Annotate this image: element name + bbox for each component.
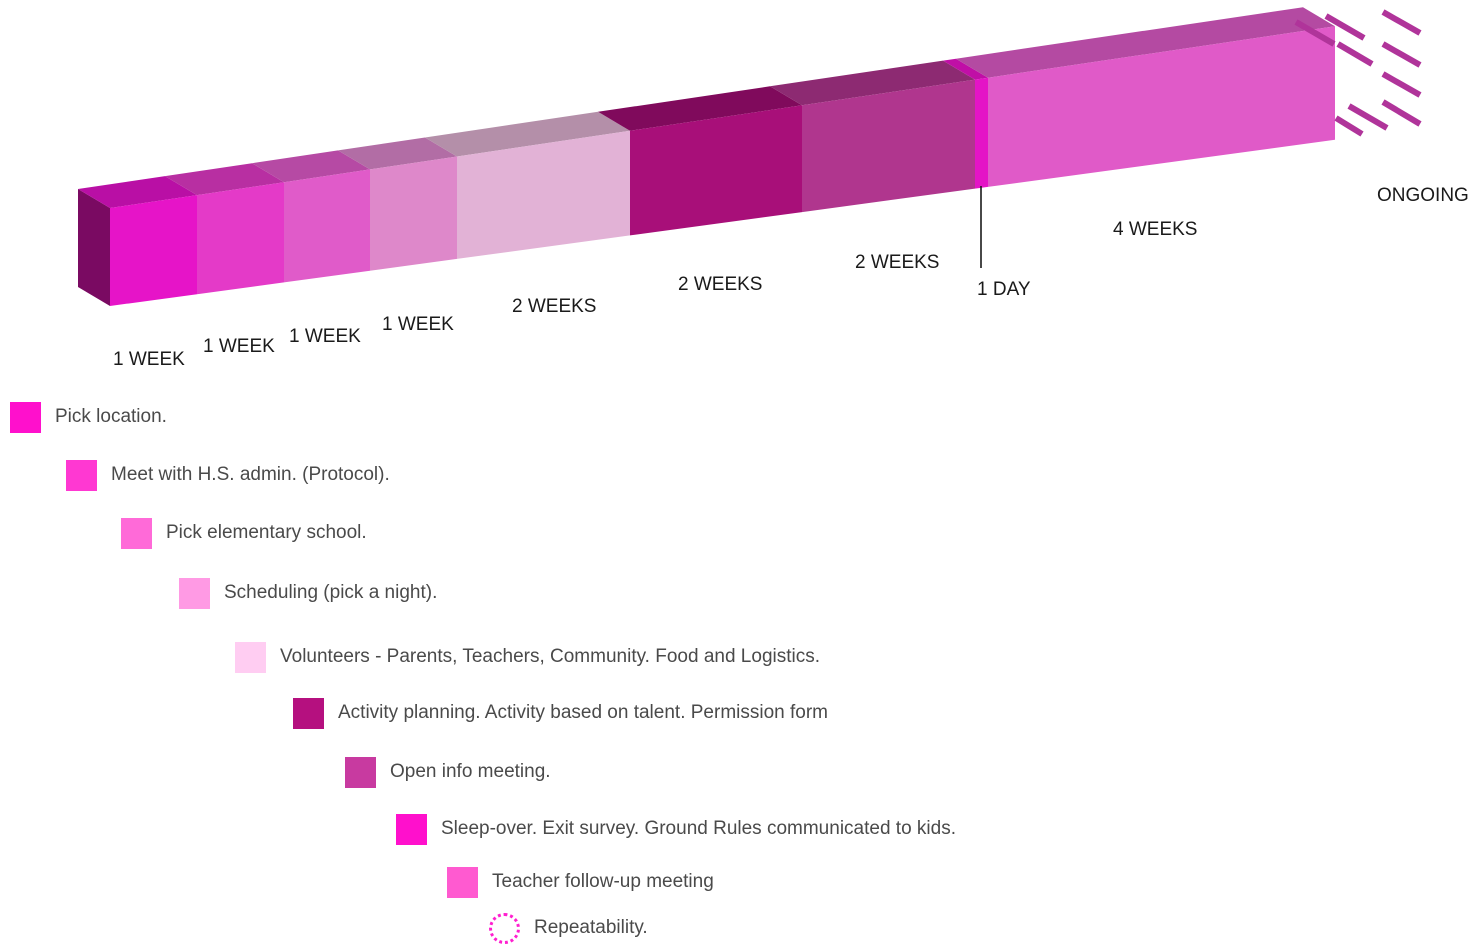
segment-top-face-9 — [956, 7, 1335, 78]
segment-8 — [975, 77, 988, 189]
legend-swatch — [10, 401, 41, 433]
legend-swatch — [396, 813, 427, 845]
ongoing-dash-9 — [1381, 99, 1422, 127]
legend-item: Activity planning. Activity based on tal… — [293, 697, 828, 729]
duration-label-1-week-a: 1 WEEK — [113, 349, 185, 370]
segment-top-face-7 — [770, 60, 975, 106]
ongoing-dash-8 — [1347, 103, 1389, 131]
legend-item: Open info meeting. — [345, 756, 551, 788]
legend-item: Repeatability. — [489, 912, 648, 944]
ongoing-dash-3 — [1381, 9, 1422, 36]
legend-label: Volunteers - Parents, Teachers, Communit… — [280, 646, 821, 667]
ongoing-dashes — [1294, 9, 1422, 137]
legend-swatch — [66, 459, 97, 491]
duration-label-1-week-b: 1 WEEK — [203, 336, 275, 357]
segment-3 — [284, 169, 370, 283]
legend-item: Teacher follow-up meeting — [447, 866, 714, 898]
segment-2 — [197, 182, 284, 295]
ongoing-dash-7 — [1334, 115, 1364, 137]
legend-item: Scheduling (pick a night). — [179, 577, 437, 609]
ongoing-dash-6 — [1381, 71, 1422, 98]
legend-label: Repeatability. — [534, 917, 648, 938]
segment-4 — [370, 156, 457, 271]
duration-label-2-weeks-a: 2 WEEKS — [512, 296, 596, 317]
segment-top-face-8 — [943, 58, 988, 80]
legend-item: Sleep-over. Exit survey. Ground Rules co… — [396, 813, 956, 845]
legend-item: Volunteers - Parents, Teachers, Communit… — [235, 641, 820, 673]
legend-swatch — [121, 517, 152, 549]
legend-item: Pick elementary school. — [121, 517, 367, 549]
duration-label-1-week-d: 1 WEEK — [382, 314, 454, 335]
legend-label: Pick location. — [55, 406, 167, 427]
duration-label-1-day: 1 DAY — [977, 279, 1031, 300]
duration-label-1-week-c: 1 WEEK — [289, 326, 361, 347]
legend-label: Pick elementary school. — [166, 522, 367, 543]
segment-top-face-2 — [165, 163, 284, 196]
duration-label-2-weeks-c: 2 WEEKS — [855, 252, 939, 273]
segment-top-face-5 — [425, 111, 630, 157]
segment-5 — [457, 130, 630, 259]
legend-swatch — [447, 866, 478, 898]
segment-top-face-1 — [78, 176, 197, 208]
segment-top-face-6 — [598, 86, 802, 131]
repeat-dotted-circle-icon — [489, 912, 520, 944]
segment-7 — [802, 79, 975, 213]
ongoing-dash-4 — [1336, 41, 1374, 67]
legend-swatch — [345, 756, 376, 788]
legend-label: Teacher follow-up meeting — [492, 871, 714, 892]
legend-label: Sleep-over. Exit survey. Ground Rules co… — [441, 818, 956, 839]
legend-label: Meet with H.S. admin. (Protocol). — [111, 464, 390, 485]
legend-swatch — [235, 641, 266, 673]
ongoing-dash-1 — [1294, 19, 1336, 47]
segment-top-face-3 — [252, 150, 370, 183]
ongoing-dash-2 — [1324, 13, 1366, 41]
segment-9 — [988, 26, 1335, 187]
ongoing-label: ONGOING — [1377, 185, 1469, 206]
legend-swatch — [293, 697, 324, 729]
legend-item: Meet with H.S. admin. (Protocol). — [66, 459, 390, 491]
duration-label-4-weeks: 4 WEEKS — [1113, 219, 1197, 240]
segment-6 — [630, 105, 802, 236]
duration-label-2-weeks-b: 2 WEEKS — [678, 274, 762, 295]
legend-swatch — [179, 577, 210, 609]
bar-end-face — [78, 189, 110, 306]
segment-top-face-4 — [338, 137, 457, 170]
legend-label: Scheduling (pick a night). — [224, 582, 438, 603]
segment-1 — [110, 195, 197, 306]
legend-label: Open info meeting. — [390, 761, 551, 782]
legend-label: Activity planning. Activity based on tal… — [338, 702, 829, 723]
legend-item: Pick location. — [10, 401, 167, 433]
ongoing-dash-5 — [1381, 41, 1422, 68]
